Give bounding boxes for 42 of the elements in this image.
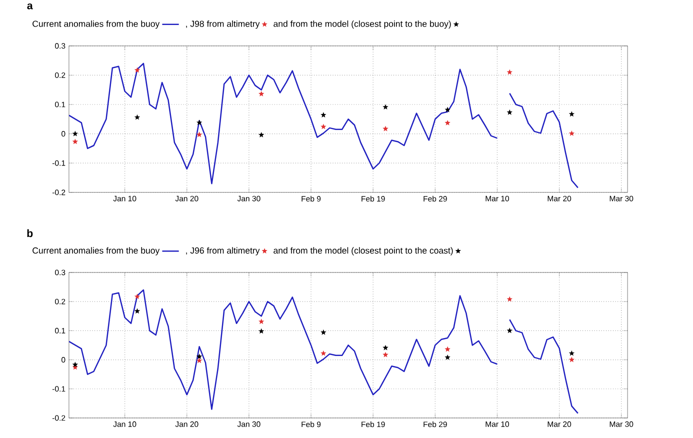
point xyxy=(444,106,450,112)
point xyxy=(72,361,78,367)
point xyxy=(196,131,202,137)
point xyxy=(506,327,512,333)
legend-label: and from the model (closest point to the buoy) xyxy=(274,20,451,28)
point xyxy=(444,354,450,360)
point xyxy=(134,293,140,299)
point xyxy=(382,352,388,358)
point xyxy=(444,346,450,352)
point xyxy=(320,350,326,356)
point xyxy=(134,114,140,120)
point xyxy=(444,120,450,126)
point xyxy=(196,353,202,359)
point xyxy=(72,130,78,136)
point xyxy=(72,138,78,144)
point xyxy=(258,318,264,324)
point xyxy=(134,308,140,314)
legend-label: , J96 from altimetry xyxy=(186,246,260,256)
point xyxy=(382,126,388,131)
point xyxy=(382,344,388,350)
point xyxy=(382,104,388,110)
point xyxy=(320,124,326,129)
point xyxy=(506,296,512,302)
point xyxy=(134,66,140,72)
point xyxy=(568,130,575,136)
point xyxy=(506,69,512,74)
point xyxy=(258,90,264,96)
point xyxy=(320,329,326,335)
legend-label: and from the model (closest point to the coast) xyxy=(274,246,453,256)
point xyxy=(506,109,512,115)
point xyxy=(258,132,264,138)
point xyxy=(568,350,575,356)
chart-title: a xyxy=(27,3,33,10)
legend-label: , J98 from altimetry xyxy=(186,20,260,28)
chart-title: b xyxy=(27,229,33,237)
point xyxy=(568,356,575,362)
point xyxy=(258,328,264,334)
point xyxy=(320,112,326,118)
point xyxy=(196,119,202,125)
point xyxy=(568,110,575,116)
legend-label: Current anomalies from the buoy xyxy=(32,20,160,28)
legend-label: Current anomalies from the buoy xyxy=(32,246,160,256)
